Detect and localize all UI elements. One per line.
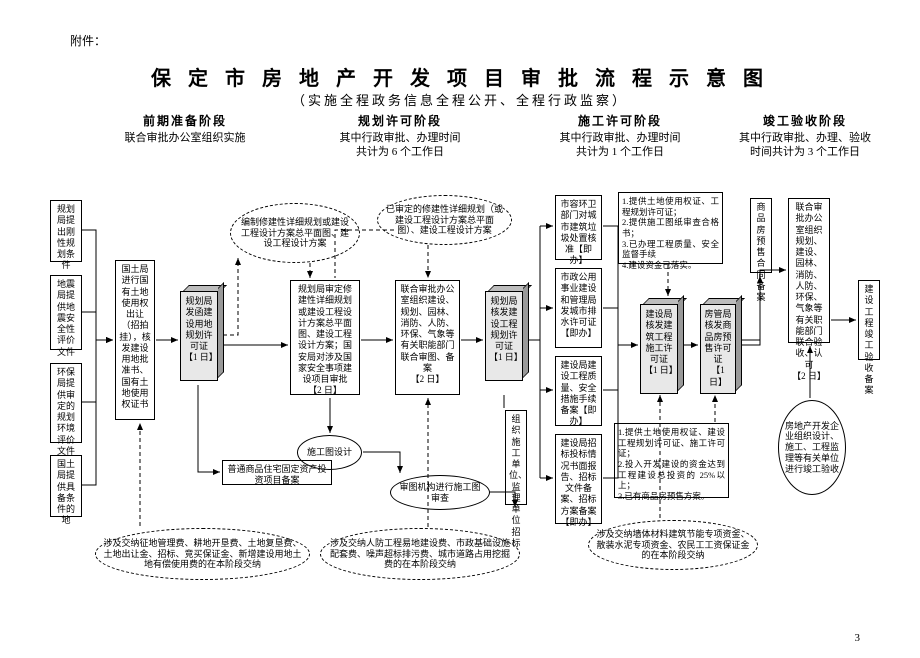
note-construction-permit: 1.提供土地使用权证、工程规划许可证；2.提供施工图纸审查合格书；3.已办理工程… — [618, 192, 723, 264]
box-plan-review: 规划局审定修建性详细规划或建设工程设计方案总平面图、建设工程设计方案；国安局对涉… — [290, 280, 360, 395]
stage-4-header: 竣工验收阶段 其中行政审批、办理、验收时间共计为 3 个工作日 — [720, 112, 890, 160]
box-waste: 市容环卫部门对城市建筑垃圾处置核准【即办】 — [555, 195, 602, 260]
stage-4-name: 竣工验收阶段 — [720, 112, 890, 129]
stage-1-name: 前期准备阶段 — [105, 112, 265, 129]
box-plan-bureau: 规划局提出刚性规划条件 — [50, 200, 82, 262]
ellipse-compile-plan: 编制修建性详细规划或建设工程设计方案总平面图、建设工程设计方案 — [230, 203, 360, 263]
stage-1-desc: 联合审批办公室组织实施 — [105, 131, 265, 145]
attachment-label: 附件： — [70, 32, 106, 49]
page-number: 3 — [855, 632, 861, 644]
box-land-transfer: 国土局进行国有土地使用权出让（招拍挂），核发建设用地批准书、国有土地使用权证书 — [115, 260, 155, 420]
box-bidding-org: 组织施工单位、监理单位招标 — [505, 410, 527, 505]
ellipse-approved-plan: 已审定的修建性详细规划（或建设工程设计方案总平面图）、建设工程设计方案 — [377, 195, 512, 245]
ellipse-fee-1: 涉及交纳征地管理费、耕地开垦费、土地复垦费、土地出让金、招标、竞买保证金、新增建… — [95, 528, 310, 580]
stage-1-header: 前期准备阶段 联合审批办公室组织实施 — [105, 112, 265, 145]
box-seismic: 地震局提供地震安全性评价文件 — [50, 275, 82, 350]
ellipse-fee-2: 涉及交纳人防工程易地建设费、市政基础设施配套费、噪声超标排污费、城市道路占用挖掘… — [320, 528, 520, 580]
page-title: 保 定 市 房 地 产 开 发 项 目 审 批 流 程 示 意 图 — [0, 62, 920, 91]
box-bidding-report: 建设局招标投标情况书面报告、招标文件备案、招标方案备案【即办】 — [555, 434, 602, 524]
stage-2-desc: 其中行政审批、办理时间共计为 6 个工作日 — [320, 131, 480, 160]
stage-3-header: 施工许可阶段 其中行政审批、办理时间共计为 1 个工作日 — [540, 112, 700, 160]
box-presale-contract: 商品房预售合同备案 — [750, 198, 772, 273]
box-drainage: 市政公用事业建设和管理局发城市排水许可证【即办】 — [555, 268, 602, 348]
box-quality: 建设局建设工程质量、安全措施手续备案【即办】 — [555, 356, 602, 426]
note-presale: 1.提供土地使用权证、建设工程规划许可证、施工许可证；2.投入开发建设的资金达到… — [614, 423, 729, 498]
ellipse-drawing-review: 审图机构进行施工图审查 — [390, 475, 490, 510]
ellipse-enterprise-acceptance: 房地产开发企业组织设计、施工、工程监理等有关单位进行竣工验收 — [778, 400, 846, 495]
stage-3-name: 施工许可阶段 — [540, 112, 700, 129]
stage-3-desc: 其中行政审批、办理时间共计为 1 个工作日 — [540, 131, 700, 160]
box-joint-review: 联合审批办公室组织建设、规划、园林、消防、人防、环保、气象等有关职能部门联合审图… — [395, 280, 460, 395]
page-subtitle: （实施全程政务信息全程公开、全程行政监察） — [0, 90, 920, 109]
box-land: 国土局提供具备条件的地 — [50, 455, 82, 517]
box-completion-filing: 建设工程竣工验收备案 — [858, 280, 880, 360]
box-env: 环保局提供审定的规划环境评价文件 — [50, 363, 82, 443]
ellipse-fee-3: 涉及交纳墙体材料建筑节能专项资金、散装水泥专项资金、农民工工资保证金的在本阶段交… — [588, 520, 758, 570]
ellipse-construction-drawing: 施工图设计 — [297, 435, 362, 470]
stage-4-desc: 其中行政审批、办理、验收时间共计为 3 个工作日 — [720, 131, 890, 160]
box-joint-acceptance: 联合审批办公室组织规划、建设、园林、消防、人防、环保、气象等有关职能部门联合验收… — [788, 198, 830, 343]
stage-2-name: 规划许可阶段 — [320, 112, 480, 129]
stage-2-header: 规划许可阶段 其中行政审批、办理时间共计为 6 个工作日 — [320, 112, 480, 160]
